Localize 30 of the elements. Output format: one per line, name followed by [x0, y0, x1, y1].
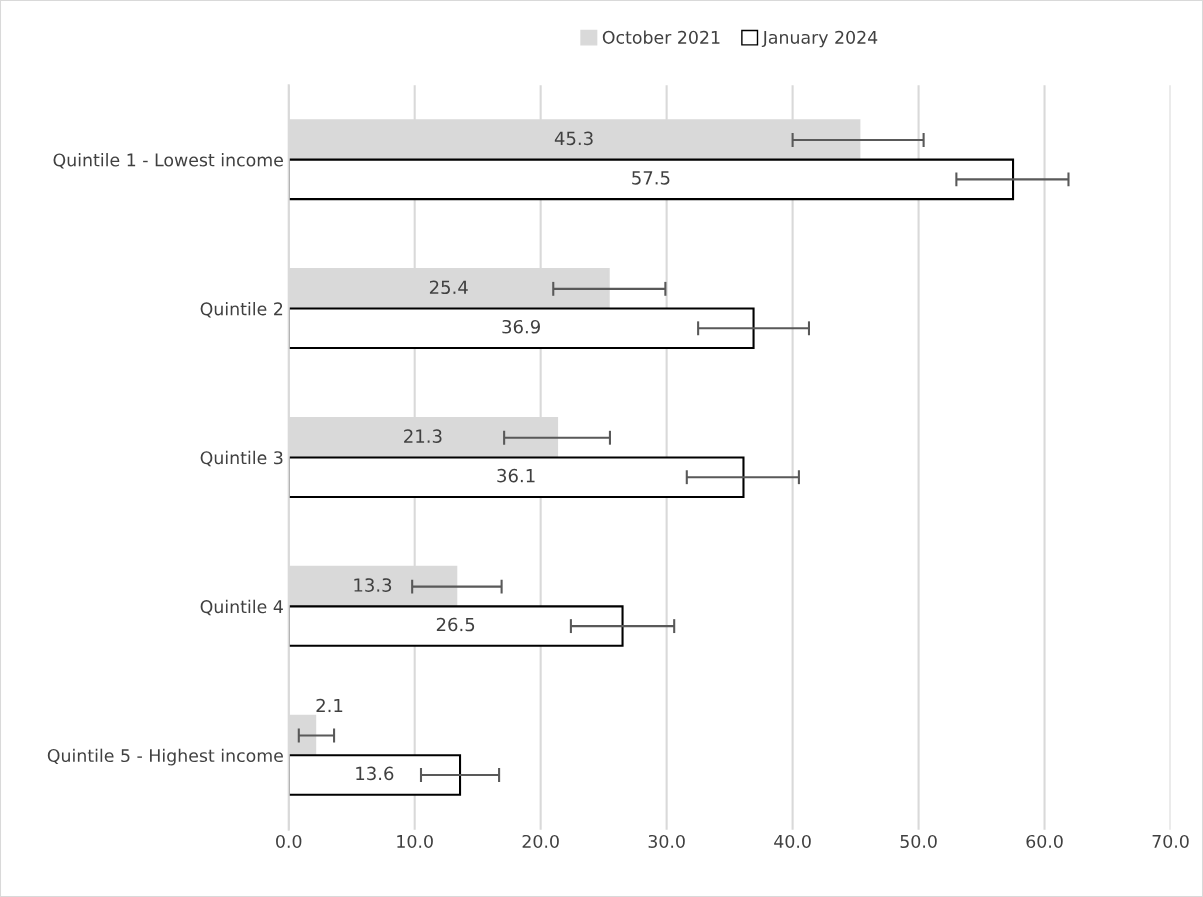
- x-tick-label: 70.0: [1152, 834, 1189, 849]
- x-tick-label: 40.0: [774, 834, 811, 849]
- legend-label: January 2024: [761, 30, 878, 48]
- bar: [288, 307, 755, 350]
- data-label: 36.9: [502, 319, 540, 334]
- data-label: 2.1: [316, 698, 343, 713]
- bar: [288, 754, 462, 796]
- bar: [288, 605, 624, 647]
- y-tick-label: Quintile 1 - Lowest income: [53, 153, 283, 169]
- legend-label: October 2021: [602, 30, 720, 44]
- x-tick-label: 50.0: [900, 834, 937, 849]
- x-tick-label: 10.0: [397, 834, 433, 849]
- data-label: 21.3: [404, 429, 442, 443]
- data-label: 13.6: [356, 766, 394, 781]
- data-label: 26.5: [436, 617, 475, 632]
- y-tick-label: Quintile 3: [200, 450, 283, 467]
- data-label: 57.5: [632, 171, 670, 185]
- x-tick-label: 60.0: [1026, 834, 1063, 849]
- data-label: 45.3: [554, 131, 593, 146]
- x-tick-label: 30.0: [648, 834, 685, 849]
- data-label: 13.3: [354, 578, 392, 592]
- y-tick-label: Quintile 2: [200, 301, 283, 318]
- data-label: 36.1: [497, 468, 535, 483]
- data-label: 25.4: [429, 280, 468, 295]
- x-tick-label: 0.0: [276, 834, 302, 849]
- bar: [288, 456, 745, 498]
- y-tick-label: Quintile 5 - Highest income: [47, 748, 283, 766]
- y-tick-label: Quintile 4: [200, 599, 283, 616]
- bar: [288, 158, 1015, 201]
- x-tick-label: 20.0: [522, 834, 559, 849]
